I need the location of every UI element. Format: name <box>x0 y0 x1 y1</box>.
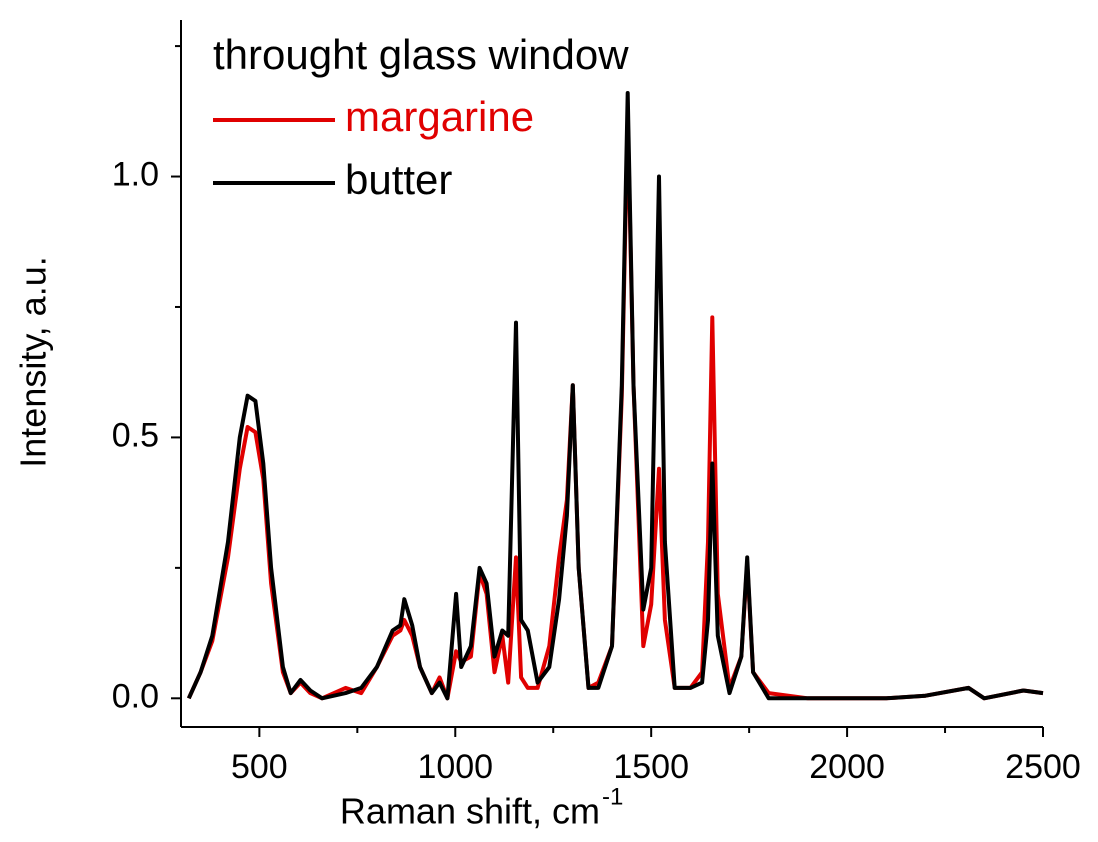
legend-label: butter <box>345 156 452 203</box>
series-line <box>186 111 1044 701</box>
y-tick-label: 1.0 <box>112 156 159 194</box>
x-tick-label: 500 <box>231 748 288 786</box>
x-tick-label: 1500 <box>613 748 689 786</box>
legend-label: margarine <box>345 93 534 140</box>
x-tick-label: 2500 <box>1005 748 1081 786</box>
y-tick-label: 0.0 <box>112 677 159 715</box>
x-tick-label: 1000 <box>417 748 493 786</box>
y-tick-label: 0.5 <box>112 416 159 454</box>
x-axis-label: Raman shift, cm <box>340 791 600 832</box>
y-axis-label: Intensity, a.u. <box>13 256 54 467</box>
legend-title: throught glass window <box>213 31 629 78</box>
x-tick-label: 2000 <box>809 748 885 786</box>
series-line <box>186 91 1044 701</box>
x-axis-label-sup: -1 <box>602 783 623 810</box>
